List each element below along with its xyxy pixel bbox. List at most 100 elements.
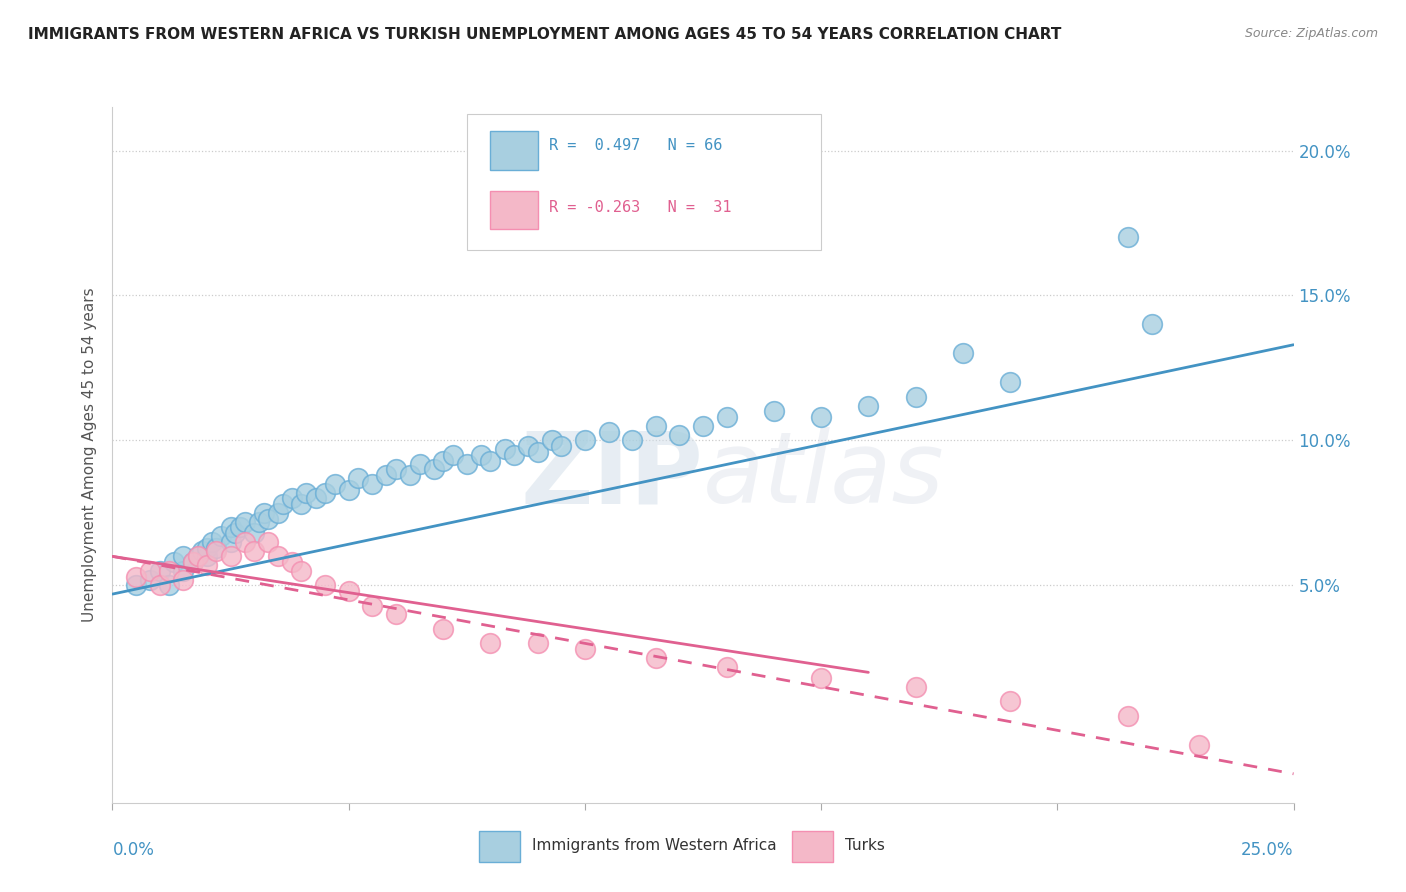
Point bbox=[456, 457, 478, 471]
Point bbox=[503, 448, 526, 462]
Point bbox=[209, 529, 232, 543]
Point bbox=[479, 453, 502, 467]
Point bbox=[281, 555, 304, 569]
Text: Turks: Turks bbox=[845, 838, 884, 854]
Point bbox=[385, 607, 408, 622]
Text: 0.0%: 0.0% bbox=[112, 841, 155, 859]
Point bbox=[574, 642, 596, 657]
Point bbox=[125, 570, 148, 584]
Point bbox=[181, 555, 204, 569]
Point bbox=[1140, 318, 1163, 332]
Point bbox=[904, 390, 927, 404]
Point bbox=[195, 541, 218, 555]
Point bbox=[257, 511, 280, 525]
Point bbox=[432, 453, 454, 467]
Point bbox=[337, 483, 360, 497]
Point bbox=[253, 506, 276, 520]
Point bbox=[998, 376, 1021, 390]
Point bbox=[517, 439, 540, 453]
Point bbox=[644, 651, 666, 665]
Point bbox=[1116, 230, 1139, 244]
Point bbox=[139, 573, 162, 587]
Bar bbox=[491, 191, 537, 229]
Point bbox=[1188, 738, 1211, 752]
Point bbox=[195, 558, 218, 573]
Point bbox=[304, 491, 326, 506]
Point bbox=[195, 549, 218, 564]
Point bbox=[224, 526, 246, 541]
Point bbox=[952, 346, 974, 360]
Text: Source: ZipAtlas.com: Source: ZipAtlas.com bbox=[1244, 27, 1378, 40]
Text: 25.0%: 25.0% bbox=[1241, 841, 1294, 859]
Point bbox=[494, 442, 516, 456]
Text: R = -0.263   N =  31: R = -0.263 N = 31 bbox=[550, 201, 733, 216]
Y-axis label: Unemployment Among Ages 45 to 54 years: Unemployment Among Ages 45 to 54 years bbox=[82, 287, 97, 623]
Point bbox=[716, 659, 738, 673]
Point bbox=[810, 410, 832, 425]
Point bbox=[243, 543, 266, 558]
Point bbox=[267, 549, 290, 564]
Point bbox=[858, 399, 880, 413]
Point bbox=[692, 419, 714, 434]
Point bbox=[422, 462, 444, 476]
Point bbox=[479, 636, 502, 650]
Point bbox=[375, 468, 398, 483]
Point bbox=[347, 471, 370, 485]
Point bbox=[267, 506, 290, 520]
Text: Immigrants from Western Africa: Immigrants from Western Africa bbox=[531, 838, 776, 854]
Point bbox=[157, 564, 180, 578]
Point bbox=[441, 448, 464, 462]
Point bbox=[314, 485, 336, 500]
Point bbox=[385, 462, 408, 476]
Point bbox=[172, 573, 194, 587]
Bar bbox=[491, 131, 537, 169]
Bar bbox=[478, 830, 520, 862]
Text: ZIP: ZIP bbox=[520, 427, 703, 524]
Point bbox=[598, 425, 620, 439]
Point bbox=[574, 434, 596, 448]
Point bbox=[257, 534, 280, 549]
Point bbox=[323, 476, 346, 491]
Point bbox=[271, 497, 294, 511]
Point bbox=[186, 549, 208, 564]
Point bbox=[550, 439, 572, 453]
Point bbox=[172, 564, 194, 578]
Point bbox=[810, 671, 832, 685]
Point bbox=[998, 694, 1021, 708]
Point bbox=[526, 445, 548, 459]
Point bbox=[149, 564, 172, 578]
Point bbox=[219, 549, 242, 564]
Point bbox=[1116, 708, 1139, 723]
Point bbox=[243, 526, 266, 541]
Point bbox=[904, 680, 927, 694]
Point bbox=[149, 578, 172, 592]
Point bbox=[205, 543, 228, 558]
Point bbox=[139, 564, 162, 578]
Point bbox=[205, 541, 228, 555]
Point bbox=[337, 584, 360, 599]
Point bbox=[668, 427, 690, 442]
Point bbox=[201, 534, 224, 549]
Point bbox=[219, 520, 242, 534]
Point bbox=[229, 520, 252, 534]
Point bbox=[233, 534, 256, 549]
Point bbox=[247, 515, 270, 529]
Point bbox=[361, 599, 384, 613]
Bar bbox=[792, 830, 832, 862]
Point bbox=[172, 549, 194, 564]
Point bbox=[716, 410, 738, 425]
Point bbox=[233, 515, 256, 529]
Point bbox=[125, 578, 148, 592]
Point bbox=[314, 578, 336, 592]
Point bbox=[399, 468, 422, 483]
Point bbox=[526, 636, 548, 650]
Point bbox=[644, 419, 666, 434]
FancyBboxPatch shape bbox=[467, 114, 821, 250]
Point bbox=[219, 534, 242, 549]
Point bbox=[432, 622, 454, 636]
Point bbox=[163, 555, 186, 569]
Point bbox=[181, 555, 204, 569]
Point bbox=[157, 578, 180, 592]
Text: IMMIGRANTS FROM WESTERN AFRICA VS TURKISH UNEMPLOYMENT AMONG AGES 45 TO 54 YEARS: IMMIGRANTS FROM WESTERN AFRICA VS TURKIS… bbox=[28, 27, 1062, 42]
Text: R =  0.497   N = 66: R = 0.497 N = 66 bbox=[550, 137, 723, 153]
